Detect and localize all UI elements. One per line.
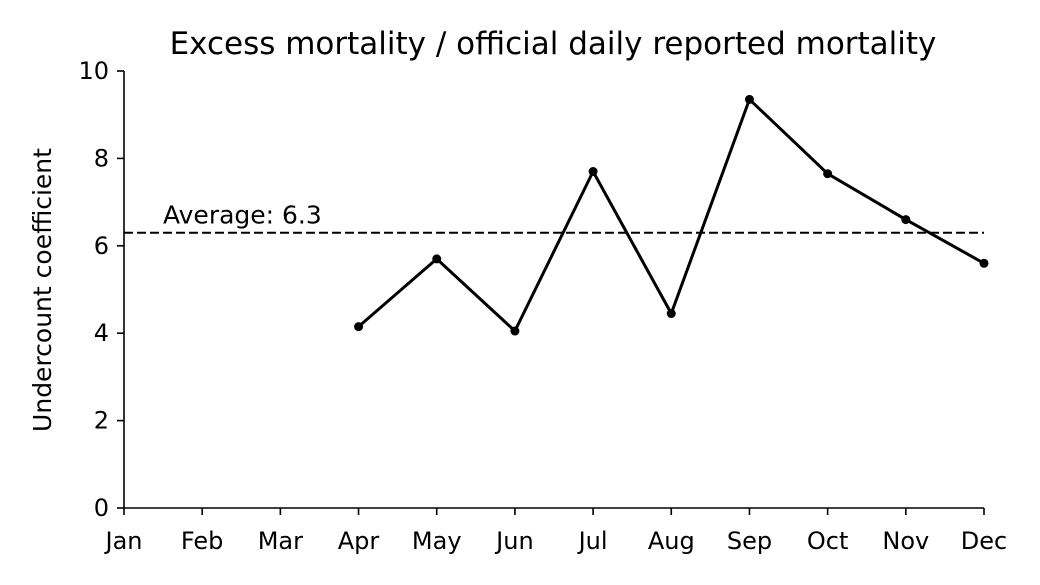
series-point <box>901 215 911 225</box>
y-tick-label: 8 <box>94 144 109 172</box>
x-tick-label: Oct <box>807 527 849 555</box>
chart-title: Excess mortality / official daily report… <box>170 26 937 62</box>
series-points <box>354 94 989 336</box>
series-point <box>744 94 754 104</box>
y-tick-label: 6 <box>94 232 109 260</box>
x-tick-label: Nov <box>882 527 929 555</box>
x-tick-label: Dec <box>961 527 1007 555</box>
x-tick-label: Jun <box>494 527 534 555</box>
series-point <box>432 254 442 264</box>
x-tick-label: Mar <box>258 527 303 555</box>
series-point <box>588 167 598 177</box>
y-ticks: 0 2 4 6 8 10 <box>78 57 124 522</box>
series-point <box>666 309 676 319</box>
x-ticks: Jan Feb Mar Apr May Jun Jul Aug Sep Oct Nov Dec <box>104 508 1007 555</box>
average-annotation: Average: 6.3 <box>163 201 322 230</box>
y-tick-label: 0 <box>94 494 109 522</box>
y-tick-label: 4 <box>94 319 109 347</box>
x-tick-label: May <box>412 527 462 555</box>
series-point <box>510 326 520 336</box>
series-point <box>979 258 989 268</box>
y-tick-label: 2 <box>94 407 109 435</box>
series-point <box>354 322 364 332</box>
x-tick-label: Jul <box>577 527 608 555</box>
x-tick-label: Jan <box>104 527 143 555</box>
series-point <box>823 169 833 179</box>
x-tick-label: Feb <box>181 527 224 555</box>
x-tick-label: Sep <box>727 527 772 555</box>
series-line <box>357 97 985 333</box>
y-axis-label: Undercount coefficient <box>28 148 57 432</box>
x-tick-label: Aug <box>648 527 695 555</box>
x-tick-label: Apr <box>338 527 380 555</box>
y-tick-label: 10 <box>78 57 109 85</box>
